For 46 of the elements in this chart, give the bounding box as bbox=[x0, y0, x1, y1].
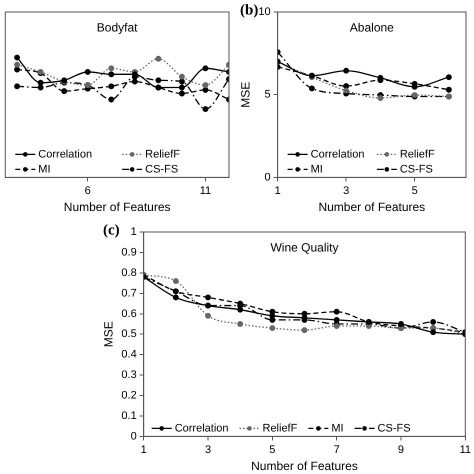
x-tick-label: 11 bbox=[460, 444, 471, 456]
x-tick-label: 7 bbox=[334, 444, 340, 456]
y-tick-label: 5 bbox=[264, 88, 271, 101]
y-tick-label: 0.6 bbox=[121, 308, 137, 320]
legend-label: Correlation bbox=[38, 148, 92, 160]
chart-title: Bodyfat bbox=[96, 20, 138, 34]
y-tick-label: 0.8 bbox=[121, 266, 137, 279]
y-tick-label: 0.7 bbox=[121, 287, 137, 300]
legend-label: Correlation bbox=[174, 422, 229, 434]
y-tick-label: 0.1 bbox=[121, 410, 137, 422]
text: Abalone bbox=[350, 20, 394, 34]
x-tick-label: 3 bbox=[204, 444, 212, 456]
x-tick-label: 9 bbox=[398, 444, 404, 456]
x-axis-title: Number of Features bbox=[251, 459, 358, 474]
x-tick-label: 5 bbox=[412, 185, 418, 198]
y-tick-label: 10 bbox=[258, 6, 271, 18]
y-tick-label: 0.2 bbox=[121, 390, 137, 402]
y-axis-title: MSE bbox=[102, 321, 116, 348]
x-axis-title: Number of Features bbox=[318, 200, 426, 214]
x-tick-label: 1 bbox=[274, 185, 281, 198]
legend-label: Correlation bbox=[310, 148, 364, 160]
legend-label: MI bbox=[310, 163, 323, 176]
legend-label: CS-FS bbox=[145, 163, 178, 176]
x-tick-label: 1 bbox=[140, 444, 147, 456]
legend-label: ReliefF bbox=[145, 148, 180, 160]
legend-label: CS-FS bbox=[378, 422, 411, 434]
legend-label: MI bbox=[331, 422, 344, 434]
text: (c) bbox=[103, 222, 120, 238]
text: Wine Quality bbox=[270, 240, 339, 254]
x-tick-label: 11 bbox=[200, 185, 212, 198]
legend-label: ReliefF bbox=[400, 148, 435, 160]
text: (b) bbox=[240, 2, 258, 18]
y-axis-title: MSE bbox=[238, 82, 253, 108]
y-tick-label: 0.9 bbox=[121, 246, 137, 258]
x-axis-title: Number of Features bbox=[64, 200, 171, 214]
legend-label: ReliefF bbox=[262, 422, 298, 434]
y-tick-label: 0 bbox=[264, 171, 271, 184]
x-tick-label: 6 bbox=[84, 185, 91, 198]
y-tick-label: 0.5 bbox=[121, 328, 137, 340]
y-tick-label: 0.3 bbox=[121, 369, 137, 382]
y-tick-label: 0.4 bbox=[121, 348, 137, 361]
legend-label: CS-FS bbox=[400, 163, 433, 176]
x-tick-label: 3 bbox=[343, 185, 350, 198]
y-tick-label: 1 bbox=[130, 226, 137, 238]
legend-label: MI bbox=[38, 163, 51, 176]
y-tick-label: 0 bbox=[130, 430, 137, 442]
